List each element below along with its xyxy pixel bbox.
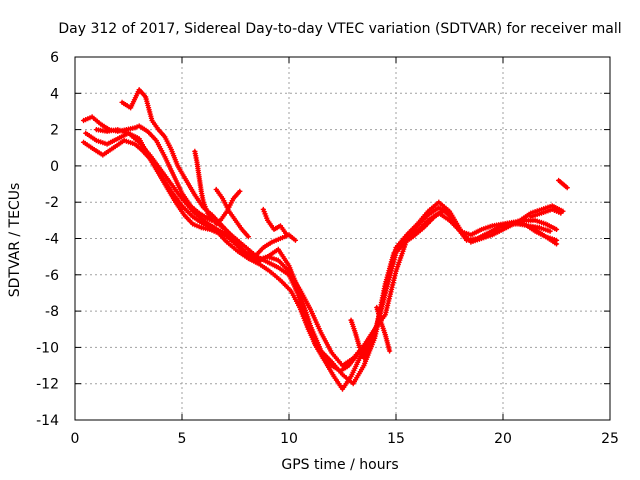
y-tick-label: -6	[45, 268, 59, 284]
data-point	[553, 226, 560, 233]
x-tick-label: 10	[280, 431, 298, 447]
data-point	[284, 232, 290, 238]
x-axis-label: GPS time / hours	[281, 457, 398, 473]
y-tick-label: -2	[45, 195, 59, 211]
data-point	[558, 210, 564, 216]
series-arc-14	[556, 177, 570, 191]
series-arc-8	[213, 188, 243, 227]
series-arc-6	[192, 148, 215, 223]
series-arc-5	[93, 127, 463, 369]
axis-ticks	[74, 56, 611, 421]
y-tick-label: -10	[36, 340, 59, 356]
y-tick-label: -14	[36, 413, 59, 429]
series-arc-15	[532, 226, 560, 243]
y-tick-label: 0	[50, 159, 59, 175]
y-tick-label: -4	[45, 232, 59, 248]
data-point	[547, 228, 553, 234]
data-point	[386, 348, 393, 354]
data-point	[245, 234, 251, 240]
series-arc-12	[504, 221, 553, 234]
data-point	[564, 185, 570, 191]
y-tick-label: 6	[50, 50, 59, 66]
series-arc-10	[348, 317, 376, 361]
series-arc-11	[374, 304, 393, 354]
x-tick-label: 5	[178, 431, 187, 447]
y-axis-label: SDTVAR / TECUs	[7, 183, 23, 298]
x-tick-label: 25	[601, 431, 619, 447]
y-tick-label: -12	[36, 377, 59, 393]
data-point	[213, 221, 219, 227]
y-tick-label: -8	[45, 304, 59, 320]
x-tick-label: 15	[387, 431, 405, 447]
series-arc-7	[213, 186, 251, 240]
series-arc-4	[119, 87, 299, 260]
grid-lines	[75, 57, 610, 420]
tick-labels: 0 5 10 15 20 25 -14 -12 -10 -8 -6 -4 -2 0 2 4 6	[36, 50, 619, 447]
x-tick-label: 20	[494, 431, 512, 447]
x-tick-label: 0	[71, 431, 80, 447]
series-arc-13	[528, 206, 564, 220]
data-point	[292, 237, 299, 243]
data-series	[80, 87, 570, 392]
y-tick-label: 2	[50, 123, 59, 139]
y-tick-label: 4	[50, 86, 59, 102]
data-point	[369, 335, 376, 341]
data-point	[553, 237, 560, 243]
data-point	[209, 217, 215, 223]
chart-title: Day 312 of 2017, Sidereal Day-to-day VTE…	[58, 21, 621, 37]
data-point	[457, 228, 463, 234]
series-arc-9	[260, 206, 290, 238]
